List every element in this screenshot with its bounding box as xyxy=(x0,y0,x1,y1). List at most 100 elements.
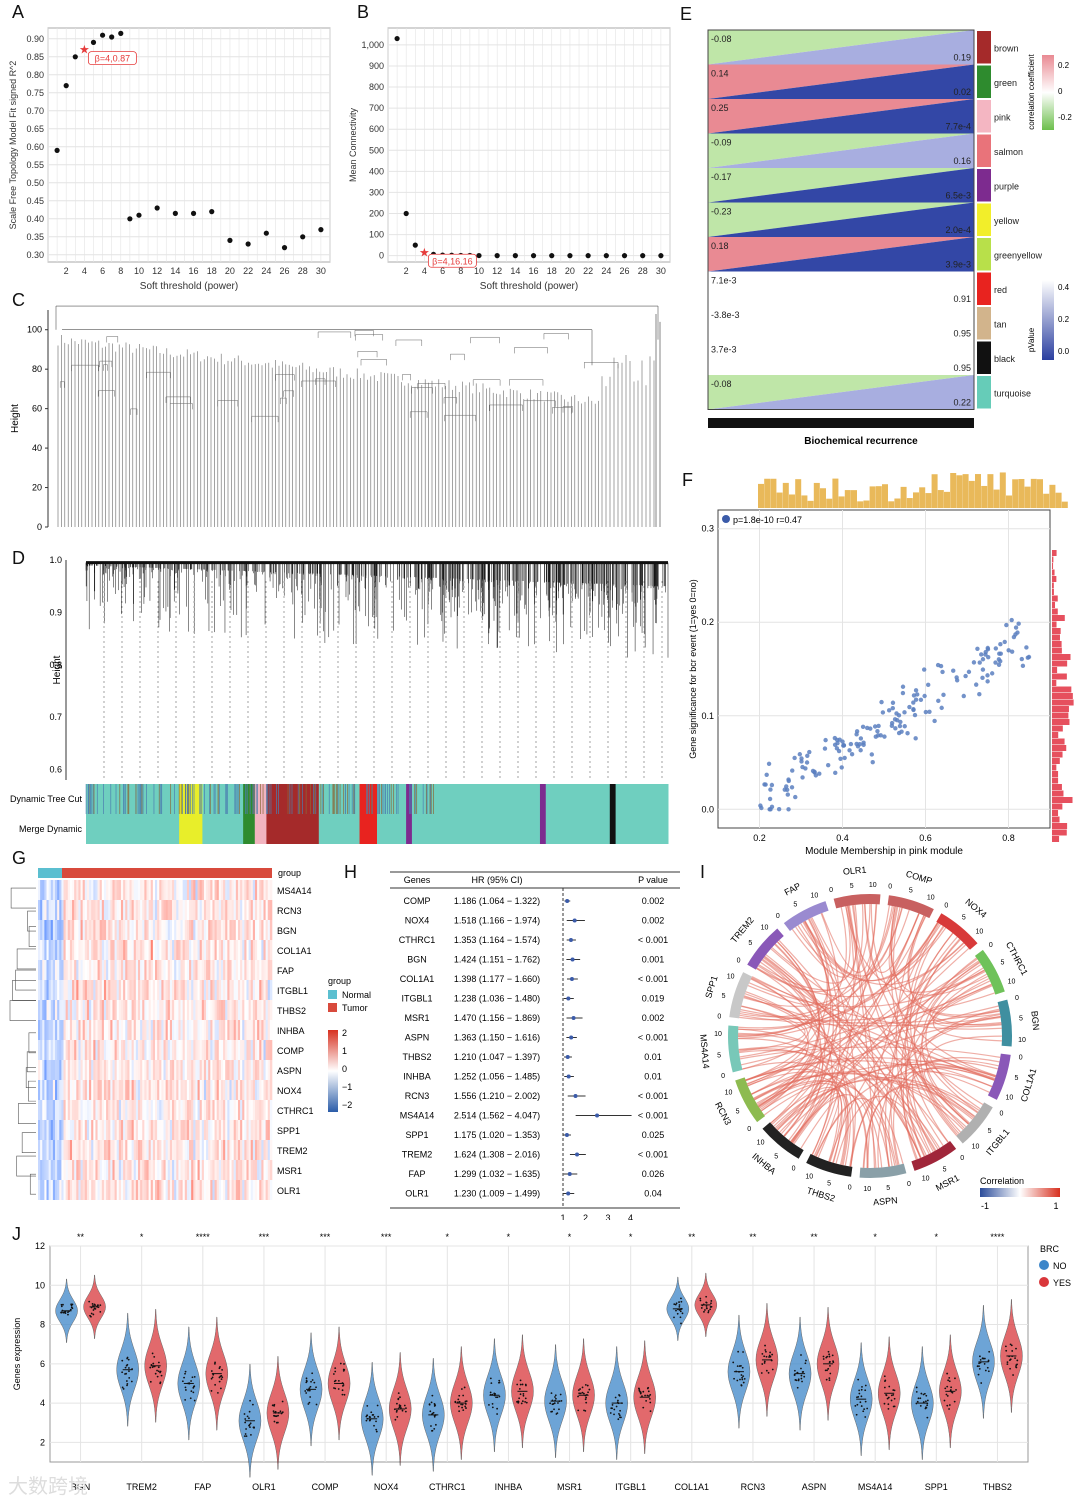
heatmap-cell xyxy=(131,900,135,920)
heatmap-cell xyxy=(112,1180,115,1200)
heatmap-cell xyxy=(140,1020,143,1040)
heatmap-cell xyxy=(252,1020,256,1040)
heatmap-cell xyxy=(42,1100,45,1120)
plot-area xyxy=(47,27,331,263)
marginal-hist-y xyxy=(1052,595,1058,602)
heatmap-cell xyxy=(55,1120,58,1140)
y-tick-label: 0.65 xyxy=(26,124,44,134)
heatmap-cell xyxy=(108,1100,111,1120)
heatmap-cell xyxy=(178,980,181,1000)
data-point xyxy=(941,692,946,698)
heatmap-cell xyxy=(240,900,243,920)
heatmap-cell xyxy=(265,1100,269,1120)
heatmap-cell xyxy=(108,1120,111,1140)
heatmap-cell xyxy=(86,1100,90,1120)
violin-point xyxy=(948,1408,950,1410)
violin-point xyxy=(925,1394,928,1397)
heatmap-cell xyxy=(244,960,247,980)
cor-value: -0.08 xyxy=(711,379,732,389)
violin-point xyxy=(678,1301,680,1303)
heatmap-cell xyxy=(242,880,245,900)
module-color-block xyxy=(243,814,256,844)
heatmap-cell xyxy=(263,960,266,980)
heatmap-cell xyxy=(244,1100,247,1120)
heatmap-cell xyxy=(235,1160,239,1180)
heatmap-cell xyxy=(74,1020,77,1040)
heatmap-cell xyxy=(125,900,128,920)
module-name: pink xyxy=(994,112,1011,122)
marginal-hist-y xyxy=(1052,803,1063,810)
heatmap-cell xyxy=(76,1040,79,1060)
marginal-hist-y xyxy=(1052,790,1064,797)
heatmap-cell xyxy=(110,1060,113,1080)
heatmap-cell xyxy=(176,1100,179,1120)
marginal-hist-y xyxy=(1052,556,1054,563)
heatmap-cell xyxy=(78,1160,81,1180)
heatmap-cell xyxy=(57,1160,60,1180)
heatmap-cell xyxy=(246,1120,249,1140)
heatmap-cell xyxy=(89,900,92,920)
violin-point xyxy=(579,1392,582,1395)
chord-tick: 0 xyxy=(721,1073,725,1080)
gene-label: BGN xyxy=(71,1482,91,1492)
violin-point xyxy=(90,1312,93,1315)
violin-point xyxy=(644,1394,646,1397)
data-point xyxy=(530,253,537,259)
violin-point xyxy=(458,1410,461,1413)
module-swatch xyxy=(977,100,991,133)
heatmap-cell xyxy=(74,1140,77,1160)
chord-gene-label: COL1A1 xyxy=(1019,1067,1039,1103)
chord-link xyxy=(845,906,985,993)
heatmap-cell xyxy=(48,1040,52,1060)
heatmap-cell xyxy=(176,1160,179,1180)
heatmap-cell xyxy=(99,920,103,940)
heatmap-cell xyxy=(42,1080,45,1100)
heatmap-cell xyxy=(176,980,179,1000)
y-axis-label: Mean Connectivity xyxy=(348,107,358,182)
heatmap-cell xyxy=(237,940,241,960)
violin-point xyxy=(674,1303,677,1306)
heatmap-cell xyxy=(110,1000,113,1020)
heatmap-cell xyxy=(261,1020,264,1040)
heatmap-cell xyxy=(174,1120,177,1140)
y-tick-label: 200 xyxy=(369,209,384,219)
heatmap-cell xyxy=(261,920,264,940)
chord-arc xyxy=(833,894,881,909)
violin-point xyxy=(525,1384,527,1387)
violin-point xyxy=(584,1409,587,1412)
violin-point xyxy=(582,1392,585,1395)
heatmap-cell xyxy=(182,960,186,980)
heatmap-cell xyxy=(135,1120,139,1140)
violin-point xyxy=(1015,1365,1017,1368)
heatmap-cell xyxy=(240,1160,243,1180)
chord-tick: 5 xyxy=(943,1166,947,1173)
heatmap-cell xyxy=(193,1040,196,1060)
heatmap-cell xyxy=(59,1180,62,1200)
y-tick-label: 0.75 xyxy=(26,88,44,98)
chord-gene-label: CTHRC1 xyxy=(1004,940,1030,977)
violin-point xyxy=(641,1395,643,1398)
heatmap-cell xyxy=(110,1180,113,1200)
violin-point xyxy=(642,1390,645,1393)
hr-point xyxy=(595,1113,600,1118)
heatmap-cell xyxy=(267,1020,271,1040)
heatmap-cell xyxy=(267,980,271,1000)
cor-value: 0.25 xyxy=(711,103,729,113)
heatmap-cell xyxy=(133,1020,137,1040)
row-dendrogram-branch xyxy=(25,1067,36,1088)
heatmap-cell xyxy=(235,960,239,980)
heatmap-cell xyxy=(93,1180,96,1200)
significance-mark: * xyxy=(568,1232,572,1242)
violin-point xyxy=(489,1377,492,1380)
heatmap-cell xyxy=(120,960,124,980)
violin-point xyxy=(828,1377,831,1380)
heatmap-cell xyxy=(189,960,192,980)
heatmap-cell xyxy=(38,920,41,940)
marginal-hist-x xyxy=(937,490,944,508)
heatmap-cell xyxy=(116,1060,120,1080)
heatmap-cell xyxy=(169,880,173,900)
heatmap-cell xyxy=(252,1040,256,1060)
heatmap-cell xyxy=(229,1140,232,1160)
heatmap-cell xyxy=(38,1160,41,1180)
heatmap-cell xyxy=(99,880,103,900)
